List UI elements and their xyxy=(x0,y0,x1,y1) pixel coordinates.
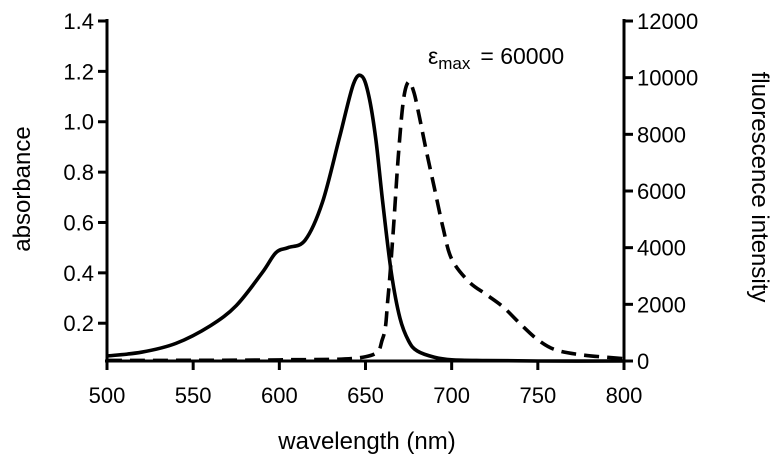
x-axis-ticks: 500 550 600 650 700 750 800 xyxy=(89,361,643,408)
fluorescence-series-line xyxy=(106,79,625,363)
series-layer xyxy=(106,73,625,363)
x-tick-label: 750 xyxy=(519,383,556,408)
right-y-axis-title: fluorescence intensity xyxy=(746,72,773,303)
epsilon-max-annotation: εmax = 60000 xyxy=(428,43,564,73)
epsilon-symbol: ε xyxy=(428,43,438,69)
right-y-tick-label: 8000 xyxy=(637,122,686,147)
right-y-tick-label: 0 xyxy=(637,349,649,374)
right-y-tick-label: 2000 xyxy=(637,292,686,317)
left-y-axis-ticks: 0.2 0.4 0.6 0.8 1.0 1.2 1.4 xyxy=(63,9,107,336)
left-y-tick-label: 0.8 xyxy=(63,160,94,185)
x-tick-label: 700 xyxy=(433,383,470,408)
right-y-tick-label: 4000 xyxy=(637,236,686,261)
left-y-tick-label: 1.4 xyxy=(63,9,94,34)
right-y-tick-label: 10000 xyxy=(637,66,698,91)
x-tick-label: 500 xyxy=(89,383,126,408)
right-y-tick-label: 12000 xyxy=(637,9,698,34)
right-y-axis-ticks: 0 2000 4000 6000 8000 10000 12000 xyxy=(624,9,698,374)
epsilon-value: = 60000 xyxy=(480,43,564,69)
left-y-tick-label: 1.0 xyxy=(63,110,94,135)
left-y-tick-label: 0.2 xyxy=(63,311,94,336)
x-tick-label: 600 xyxy=(261,383,298,408)
x-axis-title: wavelength (nm) xyxy=(277,428,455,455)
left-y-tick-label: 0.4 xyxy=(63,261,94,286)
epsilon-subscript: max xyxy=(438,54,471,73)
x-tick-label: 650 xyxy=(347,383,384,408)
left-y-axis-title: absorbance xyxy=(9,126,36,251)
left-y-tick-label: 0.6 xyxy=(63,210,94,235)
right-y-tick-label: 6000 xyxy=(637,179,686,204)
absorbance-series-line xyxy=(106,73,625,363)
x-tick-label: 800 xyxy=(606,383,643,408)
left-y-tick-label: 1.2 xyxy=(63,59,94,84)
x-tick-label: 550 xyxy=(175,383,212,408)
